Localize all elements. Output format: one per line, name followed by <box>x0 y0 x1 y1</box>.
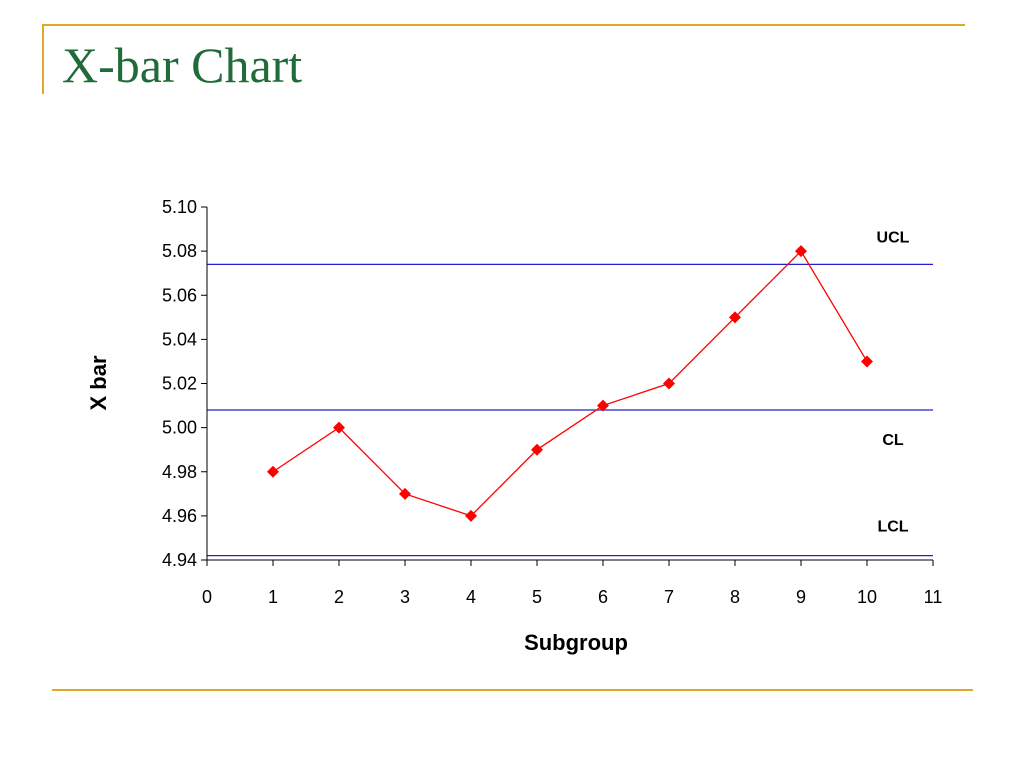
data-point-diamond <box>729 311 741 324</box>
x-tick-label: 7 <box>664 587 674 607</box>
y-tick-label: 4.96 <box>162 506 197 526</box>
x-tick-label: 6 <box>598 587 608 607</box>
title-frame-left-rule <box>42 24 44 94</box>
bottom-accent-rule <box>52 689 973 691</box>
control-limit-label-ucl: UCL <box>877 229 910 246</box>
x-axis-title: Subgroup <box>524 630 628 655</box>
data-point-diamond <box>531 443 543 456</box>
x-tick-label: 4 <box>466 587 476 607</box>
x-tick-label: 8 <box>730 587 740 607</box>
x-tick-label: 3 <box>400 587 410 607</box>
x-tick-label: 9 <box>796 587 806 607</box>
series-line-0 <box>272 250 868 517</box>
control-limits <box>207 263 933 557</box>
slide-title: X-bar Chart <box>62 37 303 93</box>
data-point-diamond <box>267 465 279 478</box>
y-tick-label: 5.10 <box>162 197 197 217</box>
x-tick-label: 5 <box>532 587 542 607</box>
y-tick-label: 5.04 <box>162 329 197 349</box>
data-point-diamond <box>663 377 675 390</box>
data-point-diamond <box>465 509 477 522</box>
x-tick-label: 10 <box>857 587 877 607</box>
control-limit-label-cl: CL <box>882 432 904 449</box>
data-point-diamond <box>861 355 873 368</box>
y-tick-label: 4.98 <box>162 462 197 482</box>
data-point-diamond <box>333 421 345 434</box>
x-tick-label: 1 <box>268 587 278 607</box>
data-point-diamond <box>597 399 609 412</box>
y-tick-label: 4.94 <box>162 550 197 570</box>
y-tick-label: 5.00 <box>162 418 197 438</box>
data-point-diamond <box>795 245 807 258</box>
control-limit-label-lcl: LCL <box>877 519 908 536</box>
x-tick-label: 11 <box>924 587 943 607</box>
data-point-diamond <box>399 487 411 500</box>
y-tick-label: 5.08 <box>162 241 197 261</box>
chart-series <box>267 245 873 522</box>
y-tick-label: 5.02 <box>162 374 197 394</box>
y-axis-title: X bar <box>86 355 111 410</box>
chart-axes <box>201 206 934 566</box>
title-frame-top-rule <box>42 24 965 26</box>
chart-labels: UCL CL LCL 4.94 4.96 4.98 5.00 5.02 5.04 5.06 5.08… <box>86 197 942 655</box>
x-tick-label: 0 <box>202 587 212 607</box>
x-tick-label: 2 <box>334 587 344 607</box>
y-tick-label: 5.06 <box>162 285 197 305</box>
